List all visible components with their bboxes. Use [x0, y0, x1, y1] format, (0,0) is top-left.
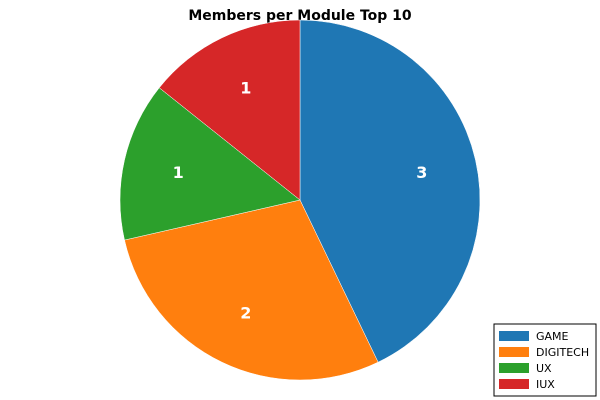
legend-swatch-game — [499, 331, 529, 341]
slice-value-label-ux: 1 — [173, 163, 184, 182]
slice-value-label-digitech: 2 — [240, 304, 251, 323]
pie-slices — [119, 19, 481, 381]
pie-slice-game — [299, 19, 481, 363]
legend-label-game: GAME — [536, 330, 569, 343]
legend-swatch-digitech — [499, 347, 529, 357]
legend: GAME DIGITECH UX IUX — [493, 323, 597, 397]
legend-swatch-ux — [499, 363, 529, 373]
pie-slice-digitech — [124, 199, 379, 381]
pie-slice-ux — [119, 87, 301, 241]
pie-slice-iux — [158, 19, 301, 201]
legend-label-ux: UX — [536, 362, 552, 375]
legend-label-iux: IUX — [536, 378, 555, 391]
chart-title: Members per Module Top 10 — [188, 8, 412, 24]
slice-value-label-game: 3 — [416, 163, 427, 182]
slice-value-label-iux: 1 — [240, 78, 251, 97]
legend-label-digitech: DIGITECH — [536, 346, 589, 359]
pie-slice-labels: 3 2 1 1 — [173, 78, 428, 322]
legend-swatch-iux — [499, 379, 529, 389]
